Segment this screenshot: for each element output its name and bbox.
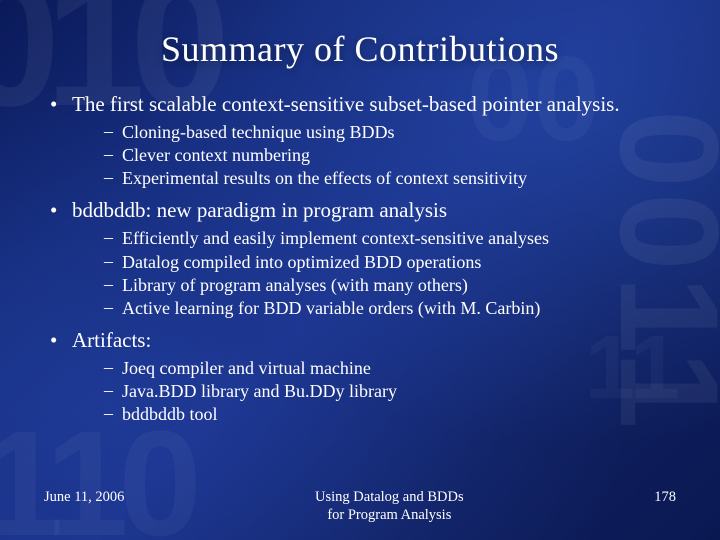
sub-item: Joeq compiler and virtual machine [104,357,676,380]
bullet-list: The first scalable context-sensitive sub… [44,92,676,434]
sub-item: Datalog compiled into optimized BDD oper… [104,251,676,274]
footer-title: Using Datalog and BDDs for Program Analy… [124,489,654,524]
sub-item: Cloning-based technique using BDDs [104,121,676,144]
sub-item: Experimental results on the effects of c… [104,167,676,190]
slide: Summary of Contributions The first scala… [0,0,720,540]
list-item: Artifacts: Joeq compiler and virtual mac… [50,328,676,426]
slide-title: Summary of Contributions [44,28,676,70]
list-item: The first scalable context-sensitive sub… [50,92,676,190]
sub-item: Active learning for BDD variable orders … [104,297,676,320]
sub-list: Cloning-based technique using BDDs Cleve… [72,121,676,190]
sub-list: Joeq compiler and virtual machine Java.B… [72,357,676,426]
footer-date: June 11, 2006 [44,489,124,506]
bullet-text: The first scalable context-sensitive sub… [72,92,620,116]
bullet-text: Artifacts: [72,328,151,352]
sub-item: Java.BDD library and Bu.DDy library [104,380,676,403]
footer-page-number: 178 [654,489,676,506]
footer-line2: for Program Analysis [327,507,451,523]
footer-line1: Using Datalog and BDDs [315,489,464,505]
sub-item: Efficiently and easily implement context… [104,227,676,250]
slide-footer: June 11, 2006 Using Datalog and BDDs for… [0,489,720,524]
list-item: bddbddb: new paradigm in program analysi… [50,198,676,319]
sub-item: Clever context numbering [104,144,676,167]
bullet-text: bddbddb: new paradigm in program analysi… [72,198,447,222]
sub-list: Efficiently and easily implement context… [72,227,676,319]
sub-item: bddbddb tool [104,403,676,426]
sub-item: Library of program analyses (with many o… [104,274,676,297]
